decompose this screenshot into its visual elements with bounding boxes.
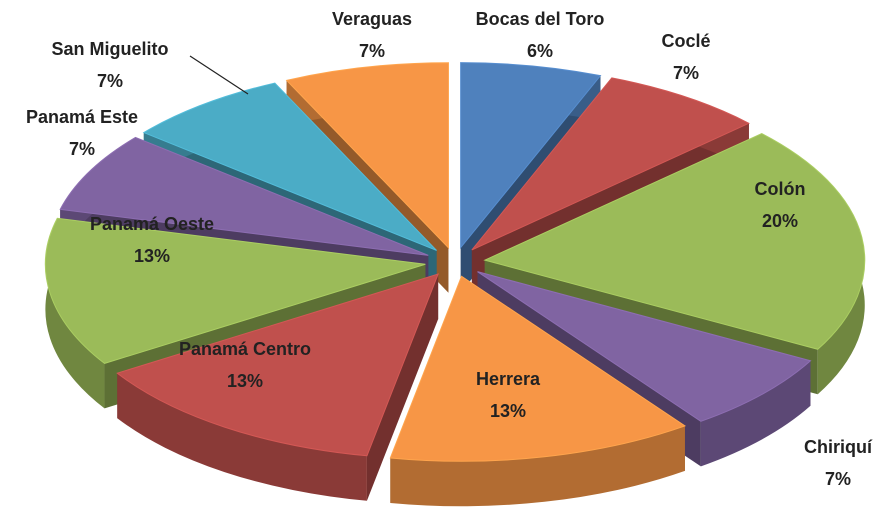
slice-side [45,218,105,409]
slice-top [460,62,602,250]
category-label: Panamá Este [26,107,138,127]
category-label: Veraguas [332,9,412,29]
category-label: San Miguelito [52,39,169,59]
value-label: 13% [134,246,170,266]
value-label: 7% [673,63,699,83]
category-label: Coclé [661,31,710,51]
category-label: Bocas del Toro [476,9,605,29]
slice-top [59,136,429,256]
category-label: Herrera [476,369,541,389]
slice-side [390,425,685,507]
slice-top [285,62,449,249]
value-label: 7% [825,469,851,489]
category-label: Chiriquí [804,437,873,457]
value-label: 20% [762,211,798,231]
category-label: Colón [755,179,806,199]
value-label: 7% [69,139,95,159]
category-label: Panamá Oeste [90,214,214,234]
slice-top [471,77,751,251]
slice-top [477,271,812,422]
value-label: 13% [227,371,263,391]
slice-top [389,275,687,462]
labels: Bocas del Toro 6% Coclé 7% Colón 20% Chiriquí 7… [26,9,873,489]
slice-top [142,82,437,251]
slice-side [700,360,811,467]
slice [389,275,687,507]
leader-line [189,55,249,95]
value-label: 7% [97,71,123,91]
slice [116,273,439,501]
value-label: 13% [490,401,526,421]
pie [44,62,866,507]
slice-top [483,132,866,350]
slice-side [117,373,367,501]
slice-top [44,217,426,364]
category-label: Panamá Centro [179,339,311,359]
value-label: 6% [527,41,553,61]
slice-top [116,273,439,457]
value-label: 7% [359,41,385,61]
slice-wall [366,274,439,501]
